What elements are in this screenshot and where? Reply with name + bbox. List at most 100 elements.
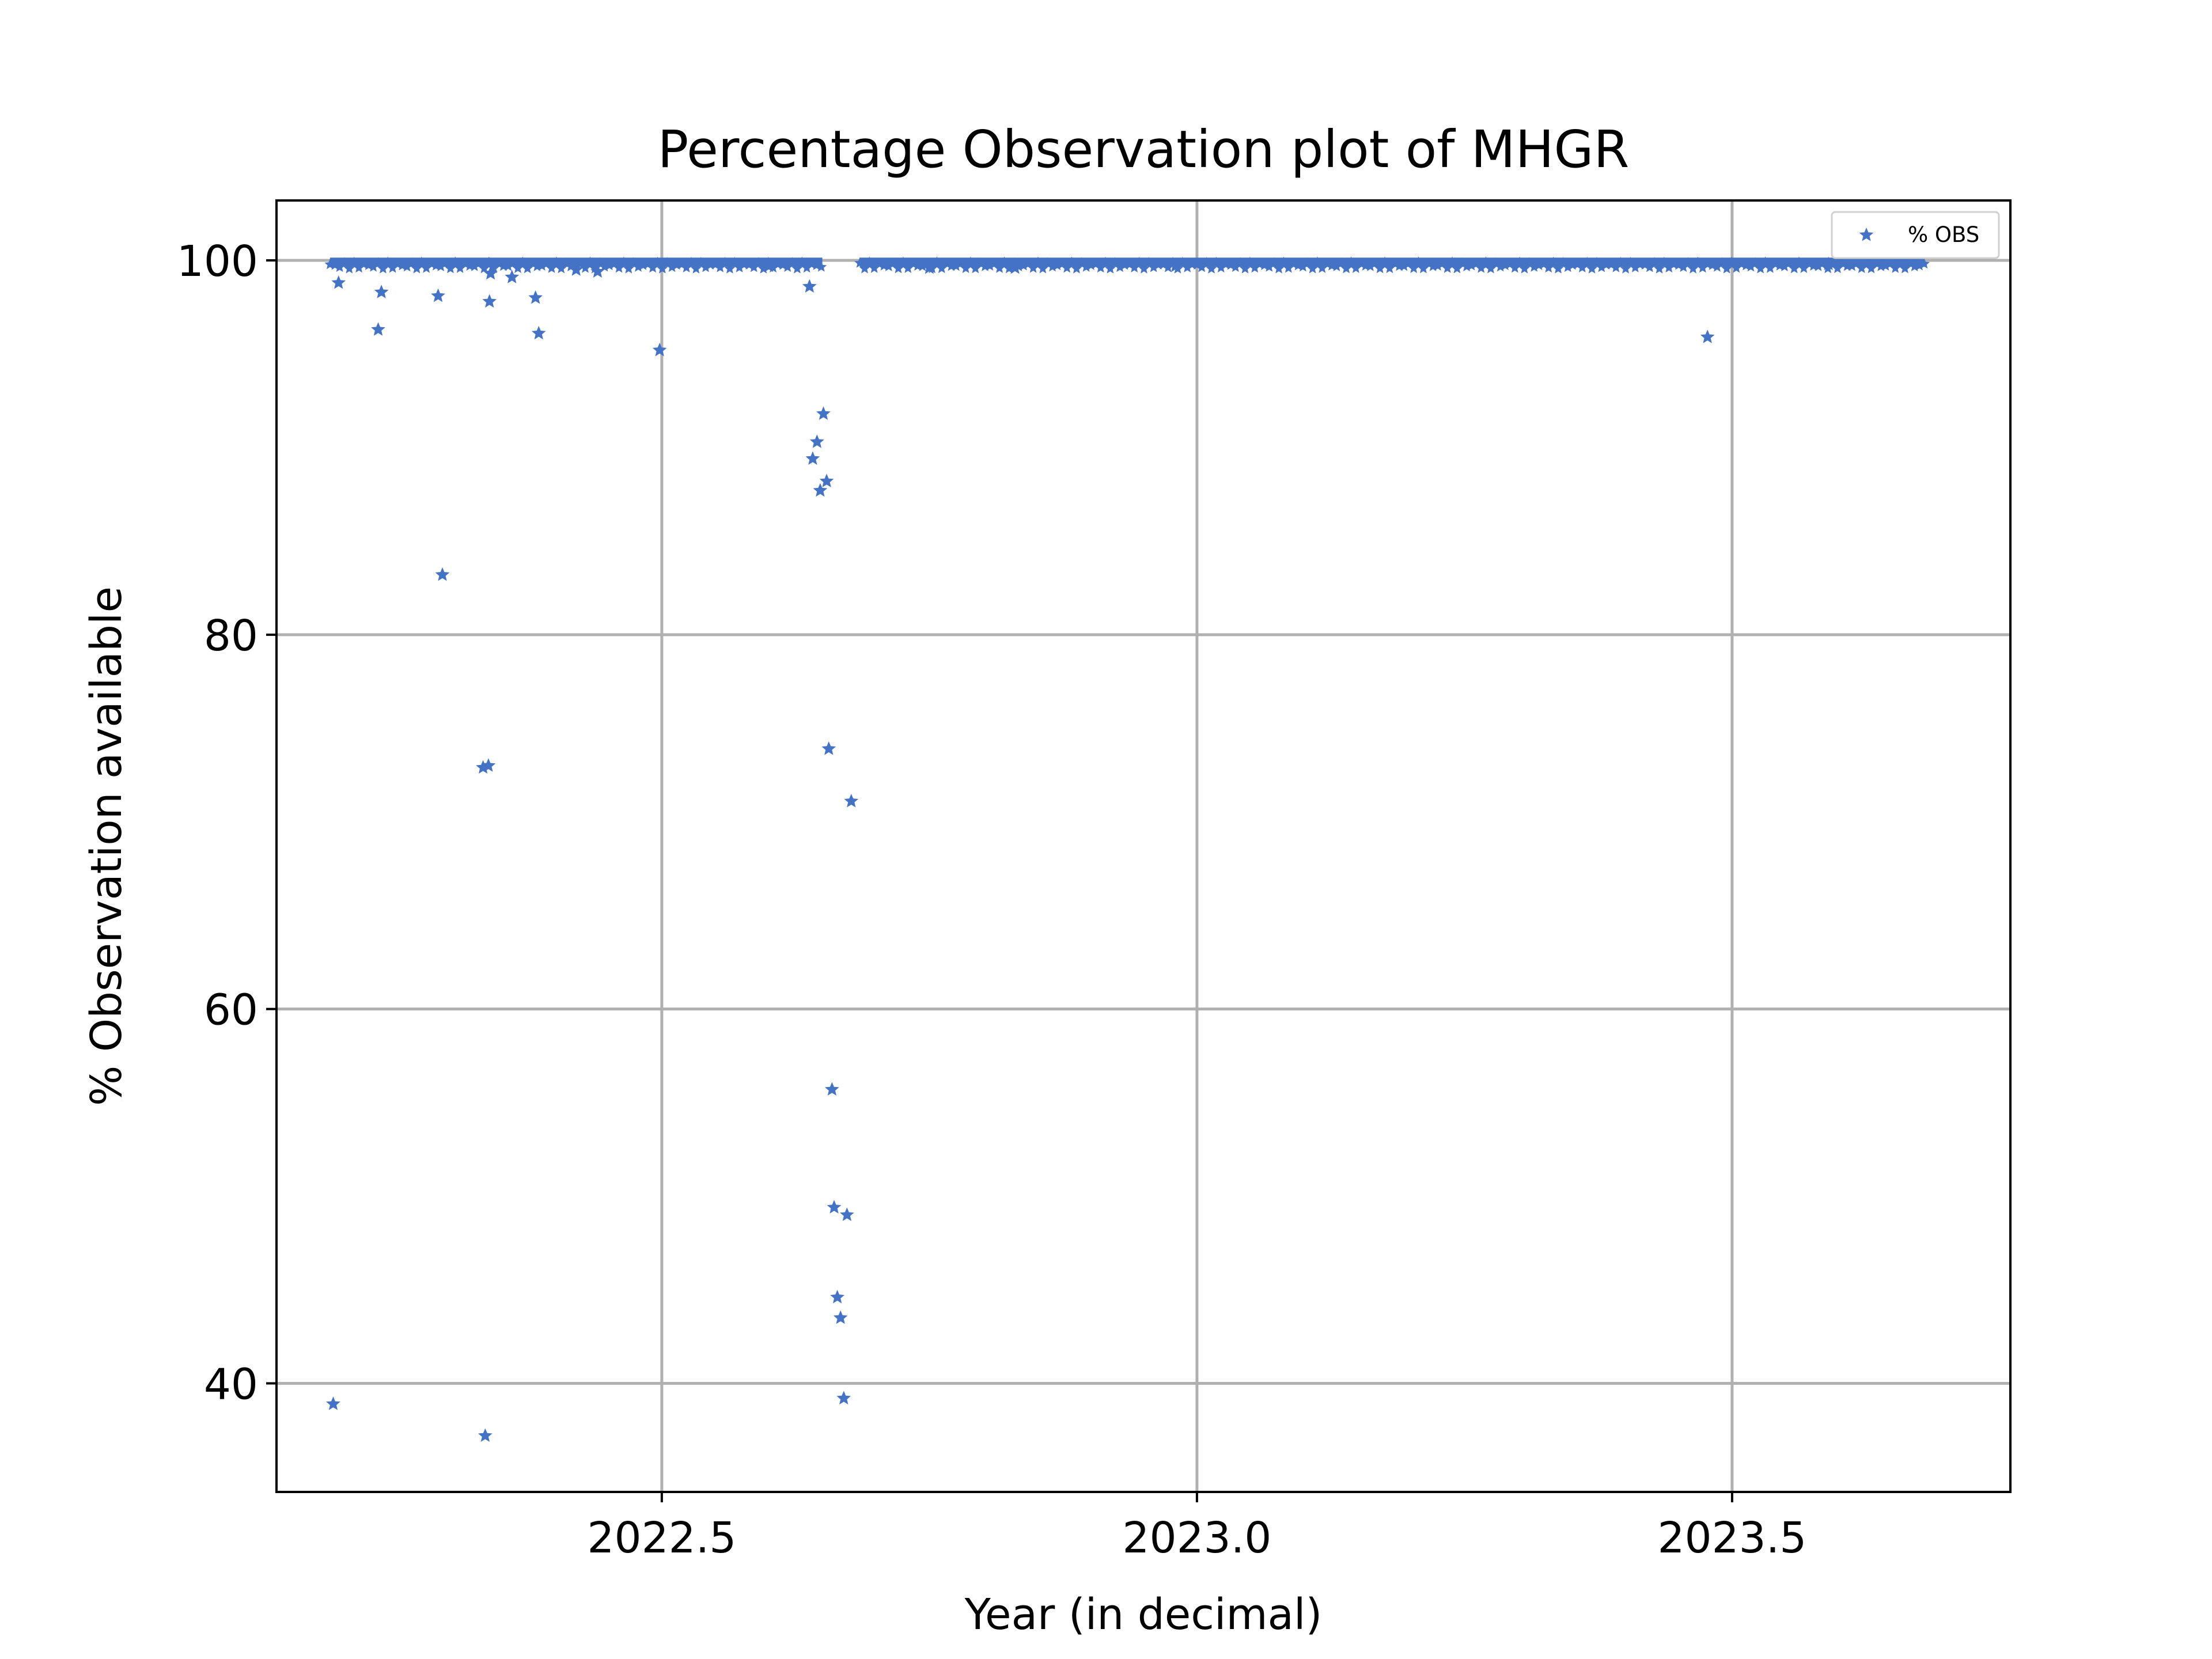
data-point-baseline: [440, 257, 452, 268]
data-point-baseline: [989, 257, 1001, 268]
data-point-baseline: [1037, 263, 1048, 274]
data-point-baseline: [551, 256, 562, 267]
data-point: [809, 434, 824, 448]
data-point-baseline: [1548, 256, 1559, 267]
data-point-baseline: [1066, 256, 1077, 267]
data-point-baseline: [1750, 257, 1762, 268]
data-point-baseline: [1215, 262, 1227, 272]
data-point-baseline: [1413, 256, 1424, 267]
data-point-baseline: [1432, 260, 1444, 271]
data-point-baseline: [1885, 257, 1896, 268]
y-tick-label: 80: [204, 611, 258, 661]
data-point-baseline: [1408, 262, 1419, 273]
data-point-baseline: [801, 262, 813, 273]
data-point-baseline: [1552, 263, 1564, 274]
data-point: [827, 1200, 842, 1214]
data-point: [505, 270, 520, 283]
data-point-baseline: [584, 256, 596, 267]
data-point-baseline: [1244, 256, 1256, 267]
data-point-baseline: [734, 262, 745, 272]
y-tick-label: 100: [177, 237, 258, 286]
data-point-baseline: [1779, 260, 1790, 271]
data-point-baseline: [1683, 257, 1694, 268]
data-point: [922, 260, 937, 274]
data-point-baseline: [1591, 256, 1603, 267]
data-point: [478, 1428, 493, 1442]
data-point-baseline: [1249, 262, 1260, 273]
data-point-baseline: [1393, 260, 1405, 271]
data-point-baseline: [888, 257, 899, 268]
data-point-baseline: [1075, 257, 1087, 268]
data-point-baseline: [1865, 263, 1877, 274]
x-tick-label: 2023.0: [1122, 1513, 1271, 1563]
data-point-baseline: [1466, 260, 1477, 271]
data-point-baseline: [474, 257, 485, 268]
data-point: [762, 258, 777, 272]
data-point-baseline: [883, 260, 895, 271]
data-point-baseline: [1114, 262, 1126, 272]
data-point-baseline: [652, 256, 663, 267]
data-point-baseline: [936, 263, 948, 274]
data-point-baseline: [1028, 262, 1039, 273]
data-point-baseline: [546, 262, 557, 273]
data-point-baseline: [402, 261, 413, 272]
data-point-baseline: [950, 260, 962, 271]
data-point-baseline: [1803, 257, 1815, 268]
data-point-baseline: [565, 260, 577, 271]
data-point-baseline: [893, 263, 904, 274]
data-point-baseline: [1369, 257, 1381, 268]
data-point-baseline: [618, 256, 630, 267]
data-point-baseline: [897, 256, 909, 267]
data-point-baseline: [1596, 262, 1607, 272]
data-point-baseline: [334, 261, 346, 272]
data-point: [802, 279, 817, 293]
data-point-baseline: [1918, 258, 1930, 269]
data-point: [833, 1310, 848, 1324]
data-point-baseline: [1471, 258, 1482, 269]
data-point-baseline: [512, 262, 524, 273]
data-point-baseline: [1374, 263, 1386, 274]
data-point-baseline: [1379, 256, 1391, 267]
data-point-baseline: [816, 261, 827, 272]
data-point-baseline: [435, 260, 446, 271]
data-point-baseline: [1331, 260, 1342, 271]
data-point-baseline: [796, 256, 808, 267]
data-point-baseline: [1904, 257, 1915, 268]
data-point-baseline: [1134, 256, 1145, 267]
data-point-baseline: [1210, 256, 1222, 267]
legend-marker-star: [1859, 228, 1874, 241]
data-point-baseline: [1124, 259, 1135, 270]
data-point: [813, 483, 828, 497]
data-point-baseline: [329, 259, 340, 270]
data-point-baseline: [1403, 257, 1415, 268]
data-point: [819, 474, 834, 487]
data-point-baseline: [1687, 263, 1699, 274]
data-point-baseline: [1442, 262, 1453, 273]
data-point-baseline: [1851, 257, 1862, 268]
data-point: [1168, 258, 1183, 272]
data-point: [481, 758, 496, 772]
data-point-baseline: [1268, 257, 1280, 268]
data-point-baseline: [1577, 262, 1588, 272]
x-axis-label: Year (in decimal): [964, 1590, 1323, 1639]
data-point-baseline: [1345, 256, 1357, 267]
data-point-baseline: [681, 262, 692, 272]
data-point-baseline: [1620, 263, 1631, 274]
data-point-baseline: [604, 259, 615, 270]
legend-label-obs: % OBS: [1908, 222, 1979, 247]
data-point-baseline: [1610, 262, 1622, 272]
data-point-baseline: [1230, 261, 1241, 272]
data-point: [371, 322, 385, 336]
data-point: [821, 741, 836, 755]
data-point-baseline: [1562, 262, 1574, 272]
data-point-baseline: [1654, 263, 1665, 274]
data-point-baseline: [1605, 259, 1617, 270]
data-point-baseline: [555, 263, 567, 274]
data-point-baseline: [1398, 260, 1410, 271]
data-point-baseline: [1557, 257, 1569, 268]
data-point-baseline: [859, 263, 870, 274]
data-point-baseline: [1095, 262, 1107, 273]
data-point-baseline: [1283, 262, 1294, 273]
data-point-baseline: [1336, 257, 1347, 268]
